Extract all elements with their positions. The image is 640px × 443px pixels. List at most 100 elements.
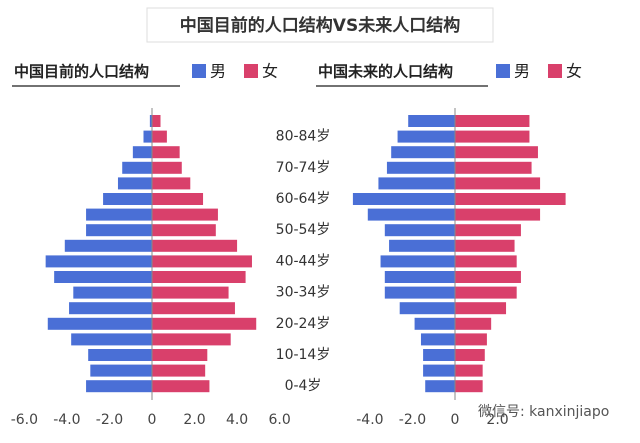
- bar: [90, 365, 152, 377]
- bar: [378, 177, 455, 189]
- bar: [73, 287, 152, 299]
- bar: [408, 115, 455, 127]
- bar: [423, 349, 455, 361]
- bar: [118, 177, 152, 189]
- bar: [455, 115, 529, 127]
- bar: [152, 162, 182, 174]
- bar: [455, 318, 491, 330]
- x-tick-label: -6.0: [11, 412, 38, 428]
- category-label: 0-4岁: [285, 378, 322, 394]
- bar: [152, 240, 237, 252]
- x-tick-label: -4.0: [53, 412, 80, 428]
- bar: [455, 380, 483, 392]
- category-label: 60-64岁: [276, 191, 331, 207]
- bar: [385, 224, 455, 236]
- bar: [455, 209, 540, 221]
- bar: [133, 146, 152, 158]
- bar: [455, 146, 538, 158]
- bar: [455, 333, 487, 345]
- bar: [152, 349, 207, 361]
- bar: [88, 349, 152, 361]
- bar: [387, 162, 455, 174]
- legend-swatch: [496, 64, 510, 78]
- bar: [421, 333, 455, 345]
- bar: [71, 333, 152, 345]
- bar: [381, 255, 455, 267]
- bar: [86, 209, 152, 221]
- bar: [415, 318, 455, 330]
- bar: [152, 365, 205, 377]
- bar: [400, 302, 455, 314]
- legend-swatch: [192, 64, 206, 78]
- bar: [455, 255, 517, 267]
- x-tick-label: -2.0: [96, 412, 123, 428]
- bar: [152, 193, 203, 205]
- bar: [152, 271, 246, 283]
- bar: [385, 271, 455, 283]
- bar: [69, 302, 152, 314]
- bar: [423, 365, 455, 377]
- bar: [455, 365, 483, 377]
- legend-swatch: [548, 64, 562, 78]
- bar: [65, 240, 152, 252]
- bar: [103, 193, 152, 205]
- category-label: 30-34岁: [276, 285, 331, 301]
- x-tick-label: 6.0: [268, 412, 290, 428]
- category-label: 10-14岁: [276, 347, 331, 363]
- bar: [152, 209, 218, 221]
- legend-label: 女: [566, 62, 582, 81]
- legend-label: 男: [514, 62, 530, 81]
- category-label: 20-24岁: [276, 316, 331, 332]
- bar: [368, 209, 455, 221]
- bar: [152, 177, 190, 189]
- x-tick-label: -2.0: [399, 412, 426, 428]
- bar: [152, 224, 216, 236]
- charts: 中国目前的人口结构 男 女 -6.0 -4.0 -2.0 0 2.0 4.0 6.0 80-84岁 7…: [11, 62, 582, 429]
- x-tick-label: 0: [148, 412, 157, 428]
- bar: [455, 193, 566, 205]
- x-tick-label: 4.0: [226, 412, 248, 428]
- legend-label: 男: [210, 62, 226, 81]
- x-tick-label: 2.0: [183, 412, 205, 428]
- bar: [48, 318, 152, 330]
- bar: [385, 287, 455, 299]
- legend-label: 女: [262, 62, 278, 81]
- chart-subtitle: 中国未来的人口结构: [318, 63, 453, 81]
- page-title: 中国目前的人口结构VS未来人口结构: [180, 15, 460, 36]
- bar: [152, 318, 256, 330]
- bar: [398, 131, 455, 143]
- watermark: 微信号: kanxinjiapo: [478, 404, 609, 420]
- bar: [46, 255, 152, 267]
- bar: [391, 146, 455, 158]
- legend-swatch: [244, 64, 258, 78]
- bar: [86, 380, 152, 392]
- bar: [152, 115, 161, 127]
- category-label: 80-84岁: [276, 129, 331, 145]
- bar: [389, 240, 455, 252]
- bar: [143, 131, 152, 143]
- bar: [455, 302, 506, 314]
- x-tick-label: -4.0: [356, 412, 383, 428]
- bar: [152, 380, 209, 392]
- bar: [425, 380, 455, 392]
- bar: [455, 162, 532, 174]
- bar: [152, 302, 235, 314]
- category-label: 50-54岁: [276, 222, 331, 238]
- bar: [455, 271, 521, 283]
- bar: [455, 224, 521, 236]
- bar: [54, 271, 152, 283]
- bar: [455, 240, 515, 252]
- bar: [353, 193, 455, 205]
- x-tick-label: 0: [451, 412, 460, 428]
- bar: [152, 333, 231, 345]
- bar: [122, 162, 152, 174]
- bar: [152, 131, 167, 143]
- bar: [455, 131, 529, 143]
- bar: [455, 287, 517, 299]
- category-label: 40-44岁: [276, 253, 331, 269]
- category-label: 70-74岁: [276, 160, 331, 176]
- bar: [455, 349, 485, 361]
- bar: [152, 255, 252, 267]
- chart-subtitle: 中国目前的人口结构: [14, 63, 149, 81]
